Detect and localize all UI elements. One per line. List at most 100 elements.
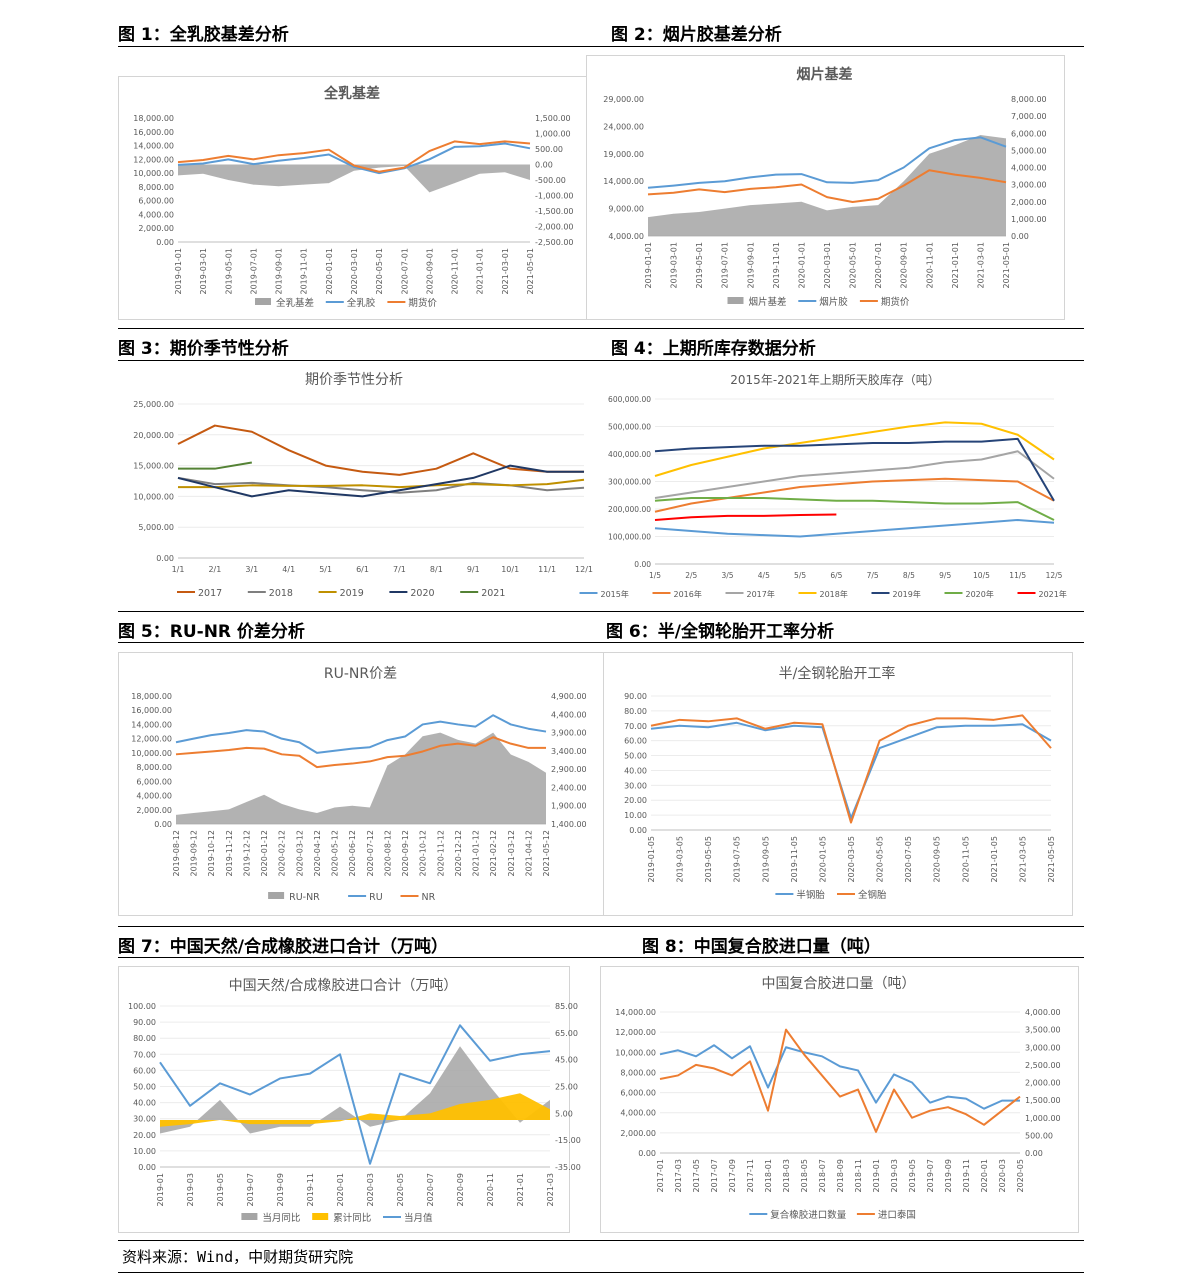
chart1-legend-swatch [255,298,271,305]
chart2-y2-tick-label: 5,000.00 [1011,146,1047,155]
chart8-x-tick-label: 2018-01 [764,1159,773,1192]
chart4-series-2020年 [654,497,1055,521]
chart7-y2-tick-label: 85.00 [555,1002,578,1011]
chart1-y2-tick-label: -1,000.00 [535,192,574,201]
chart5-y-tick-label: 14,000.00 [131,720,172,729]
chart4-legend-label: 2018年 [820,589,848,599]
chart5-y-tick-label: 0.00 [154,820,172,829]
chart2-y2-tick-label: 3,000.00 [1011,181,1047,190]
chart5-y-tick-label: 6,000.00 [136,777,172,786]
chart2-y2-tick-label: 2,000.00 [1011,198,1047,207]
chart3-legend-label: 2020 [410,588,434,599]
rule-bottom [118,1272,1084,1273]
chart7-title: 中国天然/合成橡胶进口合计（万吨） [229,977,458,994]
chart2-series-烟片基差 [648,134,1006,236]
chart6-x-tick-label: 2020-07-05 [904,836,913,883]
chart2-y-tick-label: 9,000.00 [608,205,644,214]
chart6-series-全钢胎 [650,714,1052,824]
chart3-x-tick-label: 3/1 [245,565,258,574]
chart3-x-tick-label: 9/1 [467,565,480,574]
chart5-x-tick-label: 2021-02-12 [489,830,498,877]
chart2-x-tick-label: 2020-01-01 [797,242,806,288]
chart3-y-tick-label: 5,000.00 [138,523,174,532]
chart5-x-tick-label: 2020-02-12 [278,830,287,877]
chart5-y-tick-label: 4,000.00 [136,792,172,801]
chart8-x-tick-label: 2020-03 [998,1159,1007,1192]
chart7-legend-label: 当月值 [404,1212,433,1224]
chart6-x-tick-label: 2021-05-05 [1047,836,1056,883]
source-note: 资料来源：Wind，中财期货研究院 [122,1248,354,1266]
chart7-x-tick-label: 2019-09 [276,1173,285,1206]
chart8-x-tick-label: 2018-07 [818,1159,827,1192]
chart4-x-tick-label: 11/5 [1009,571,1026,580]
chart5-x-tick-label: 2021-01-12 [472,830,481,877]
chart5-x-tick-label: 2019-11-12 [225,830,234,877]
chart8-x-tick-label: 2017-01 [656,1159,665,1192]
chart5-x-tick-label: 2020-10-12 [419,830,428,877]
chart2-smoked-sheet-basis: 烟片基差 4,000.00 9,000.00 14,000.00 19,000.00 24… [603,66,1047,308]
chart8-x-tick-label: 2018-09 [836,1159,845,1192]
chart8-legend-label: 复合橡胶进口数量 [770,1209,847,1221]
chart8-y-tick-label: 6,000.00 [620,1089,656,1098]
chart6-y-tick-label: 0.00 [629,826,647,835]
chart3-series-2018 [177,476,585,494]
chart7-x-tick-label: 2020-09 [456,1173,465,1206]
chart3-x-tick-label: 7/1 [393,565,406,574]
chart8-y2-tick-label: 4,000.00 [1025,1008,1061,1017]
chart8-x-tick-label: 2017-09 [728,1159,737,1192]
chart7-y-tick-label: 60.00 [133,1066,156,1075]
chart8-x-tick-label: 2019-01 [872,1159,881,1192]
chart5-x-tick-label: 2020-04-12 [313,830,322,877]
chart2-y2-tick-label: 0.00 [1011,232,1029,241]
chart5-series-RU [175,714,547,754]
chart8-y2-tick-label: 3,000.00 [1025,1043,1061,1052]
chart5-series-NR [175,736,546,769]
chart8-y-tick-label: 4,000.00 [620,1109,656,1118]
chart3-x-tick-label: 2/1 [208,565,221,574]
chart3-x-tick-label: 5/1 [319,565,332,574]
chart1-x-tick-label: 2021-05-01 [526,248,535,295]
chart5-legend-label: NR [422,892,436,903]
chart5-x-tick-label: 2019-08-12 [172,830,181,877]
chart8-y2-tick-label: 2,000.00 [1025,1079,1061,1088]
chart5-y-tick-label: 8,000.00 [136,763,172,772]
chart3-x-tick-label: 10/1 [501,565,519,574]
chart5-x-tick-label: 2019-10-12 [207,830,216,877]
chart6-x-tick-label: 2019-05-05 [704,836,713,883]
chart8-y-tick-label: 8,000.00 [620,1068,656,1077]
chart7-y-tick-label: 20.00 [133,1131,156,1140]
chart2-x-tick-label: 2020-05-01 [849,242,858,289]
chart7-y-tick-label: 80.00 [133,1034,156,1043]
chart6-y-tick-label: 70.00 [624,722,647,731]
chart1-y2-tick-label: -500.00 [535,176,566,185]
chart2-legend-label: 期货价 [881,296,910,308]
chart8-x-tick-label: 2017-11 [746,1159,755,1192]
chart1-y2-tick-label: -1,500.00 [535,207,574,216]
chart2-x-tick-label: 2020-09-01 [900,242,909,289]
chart7-y-tick-label: 70.00 [133,1050,156,1059]
chart5-x-tick-label: 2021-05-12 [542,830,551,877]
chart4-y-tick-label: 400,000.00 [608,450,651,459]
chart2-y-tick-label: 29,000.00 [603,95,644,104]
chart4-shfe-inventory: 2015年-2021年上期所天胶库存（吨） 0.00 100,000.00 200,0… [579,372,1067,599]
chart6-x-tick-label: 2021-01-05 [990,836,999,883]
chart3-y-tick-label: 15,000.00 [133,462,174,471]
rule-row3b [118,642,1084,643]
chart5-y-tick-label: 12,000.00 [131,735,172,744]
chart7-y-tick-label: 40.00 [133,1099,156,1108]
caption-fig3: 图 3：期价季节性分析 [118,339,289,359]
chart4-series-2017年 [654,450,1055,499]
chart5-y2-tick-label: 2,900.00 [551,765,587,774]
chart4-legend-label: 2015年 [601,589,629,599]
chart1-y2-tick-label: 0.00 [535,161,553,170]
chart1-whole-latex-basis: 全乳基差 0.00 2,000.00 4,000.00 6,000.00 8,000.00… [133,85,574,309]
chart1-y-tick-label: 10,000.00 [133,169,174,178]
chart8-y2-tick-label: 500.00 [1025,1131,1053,1140]
chart7-x-tick-label: 2019-07 [246,1173,255,1206]
chart1-y-tick-label: 2,000.00 [138,224,174,233]
chart4-x-tick-label: 10/5 [973,571,990,580]
chart1-y-tick-label: 12,000.00 [133,155,174,164]
chart2-x-tick-label: 2020-11-01 [925,242,934,289]
chart8-x-tick-label: 2017-03 [674,1159,683,1192]
chart7-y2-tick-label: 65.00 [555,1029,578,1038]
